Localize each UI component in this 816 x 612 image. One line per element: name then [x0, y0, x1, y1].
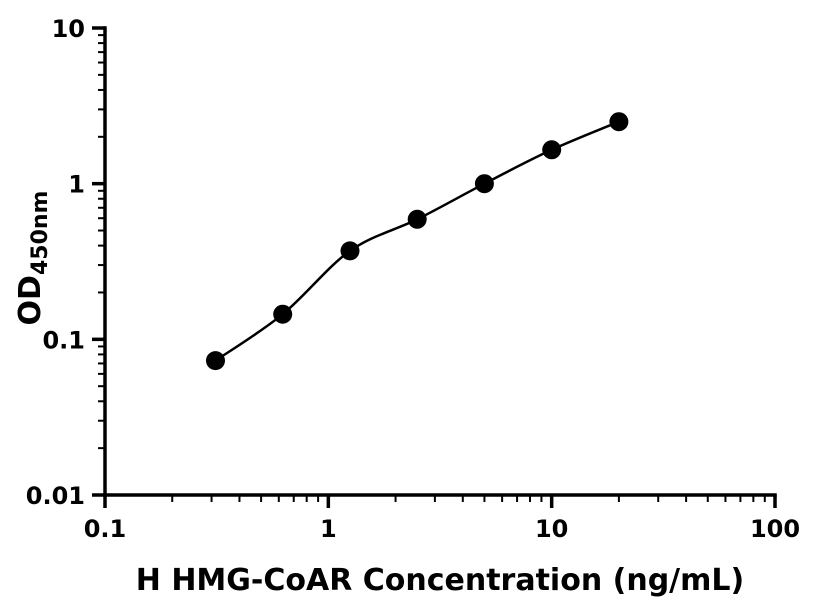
data-point [609, 112, 629, 132]
x-tick-label: 1 [320, 515, 337, 543]
y-tick-label: 10 [52, 15, 85, 43]
data-point [206, 351, 225, 371]
y-tick-label: 1 [68, 171, 85, 199]
x-tick-label: 0.1 [84, 515, 127, 543]
x-axis-title: H HMG-CoAR Concentration (ng/mL) [136, 563, 744, 598]
axis-spines [103, 26, 777, 497]
plot-generated-layer: 0.1 1 10 100 0.01 0.1 1 10 [26, 15, 800, 543]
data-point [407, 209, 427, 229]
y-axis-title-subscript: 450nm [28, 191, 53, 276]
y-axis-title-main: OD [13, 275, 48, 325]
data-point [542, 140, 562, 160]
y-axis-title: OD450nm [13, 191, 53, 326]
x-tick-label: 100 [750, 515, 800, 543]
y-tick-label: 0.1 [42, 326, 85, 354]
axis-ticks: 0.1 1 10 100 0.01 0.1 1 10 [26, 15, 800, 543]
data-point [340, 241, 360, 261]
data-point [273, 304, 293, 324]
fit-curve [214, 120, 620, 362]
y-tick-label: 0.01 [26, 482, 85, 510]
x-tick-label: 10 [535, 515, 568, 543]
data-point [474, 174, 494, 194]
